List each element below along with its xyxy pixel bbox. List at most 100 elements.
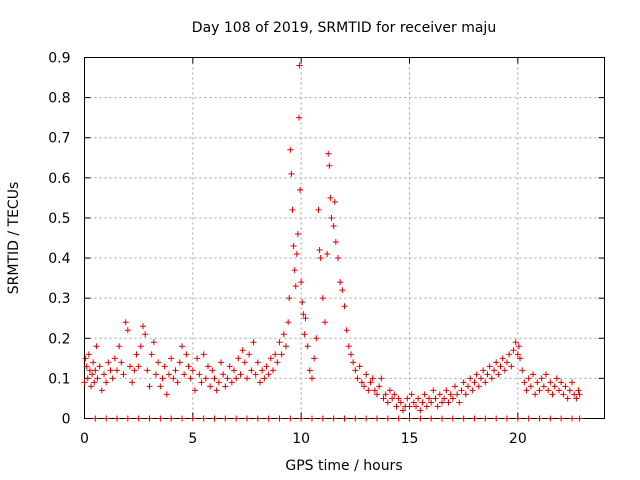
data-point <box>331 198 338 205</box>
data-point <box>447 391 454 398</box>
data-point <box>335 255 341 262</box>
y-axis-label: SRMTID / TECUs <box>6 182 22 295</box>
data-point <box>84 375 91 382</box>
data-point <box>140 323 146 330</box>
data-point <box>443 387 450 394</box>
data-point <box>506 351 513 358</box>
data-point <box>278 351 285 358</box>
data-point <box>226 363 233 370</box>
data-point <box>558 379 565 386</box>
data-point <box>532 391 539 398</box>
data-point <box>387 387 393 394</box>
data-point <box>410 399 417 406</box>
data-point <box>521 379 528 386</box>
data-point <box>174 379 181 386</box>
data-point <box>239 347 246 354</box>
data-point <box>86 367 93 374</box>
data-point <box>222 383 229 390</box>
data-point <box>286 295 293 302</box>
data-point <box>471 415 478 422</box>
data-point <box>534 379 541 386</box>
data-point <box>543 371 549 378</box>
data-point <box>176 359 183 366</box>
data-point <box>285 319 292 326</box>
data-point <box>209 367 216 374</box>
data-point <box>495 371 502 378</box>
y-tick-label: 0.8 <box>48 91 70 107</box>
data-point <box>352 415 359 422</box>
data-point <box>428 399 435 406</box>
data-point <box>460 415 467 422</box>
data-point <box>155 359 162 366</box>
data-point <box>465 383 471 390</box>
data-point <box>319 295 326 302</box>
y-tick-label: 0 <box>62 412 71 428</box>
data-point <box>82 355 89 362</box>
data-point <box>317 255 324 262</box>
data-point <box>371 387 378 394</box>
data-point <box>157 415 164 422</box>
data-point <box>93 343 100 350</box>
data-point <box>265 415 272 422</box>
data-point <box>449 415 456 422</box>
data-point <box>345 343 352 350</box>
data-point <box>332 239 339 246</box>
data-point <box>189 367 196 374</box>
data-point <box>274 359 281 366</box>
y-tick-label: 0.6 <box>48 171 70 187</box>
data-point <box>428 415 435 422</box>
data-point <box>150 339 157 346</box>
data-point <box>309 415 315 422</box>
data-point <box>547 415 554 422</box>
data-point <box>103 379 110 386</box>
chart-title: Day 108 of 2019, SRMTID for receiver maj… <box>192 20 496 36</box>
data-point <box>439 415 445 422</box>
data-point <box>298 415 305 422</box>
data-point <box>198 379 205 386</box>
data-point <box>85 351 92 358</box>
data-point <box>157 383 164 390</box>
data-point <box>294 230 301 237</box>
data-point <box>536 415 543 422</box>
data-point <box>363 371 370 378</box>
x-tick-label: 15 <box>401 431 419 447</box>
data-point <box>512 339 519 346</box>
data-point <box>306 367 313 374</box>
data-point <box>309 375 315 382</box>
data-point <box>486 363 493 370</box>
data-point <box>423 403 430 410</box>
data-point <box>374 415 380 422</box>
data-point <box>137 343 144 350</box>
data-point <box>430 387 437 394</box>
data-point <box>326 162 333 169</box>
data-point <box>91 379 98 386</box>
data-point <box>508 363 515 370</box>
data-point <box>454 391 461 398</box>
data-point <box>462 391 469 398</box>
data-point <box>105 359 112 366</box>
data-point <box>109 375 116 382</box>
data-point <box>354 375 361 382</box>
data-point <box>144 367 151 374</box>
data-point <box>322 319 328 326</box>
y-tick-label: 0.7 <box>48 131 70 147</box>
data-point <box>406 415 413 422</box>
data-point <box>369 375 376 382</box>
data-point <box>328 214 335 221</box>
data-point <box>289 206 296 213</box>
data-point <box>263 363 270 370</box>
data-point <box>576 391 583 398</box>
data-point <box>127 363 133 370</box>
data-point <box>293 251 300 258</box>
data-point <box>146 383 153 390</box>
data-point <box>458 387 465 394</box>
data-point <box>547 379 554 386</box>
data-point <box>327 194 334 201</box>
data-point <box>356 363 363 370</box>
data-point <box>361 383 367 390</box>
data-point <box>259 367 266 374</box>
data-point <box>556 387 562 394</box>
data-point <box>315 206 322 213</box>
data-point <box>499 355 506 362</box>
data-point <box>301 331 308 338</box>
